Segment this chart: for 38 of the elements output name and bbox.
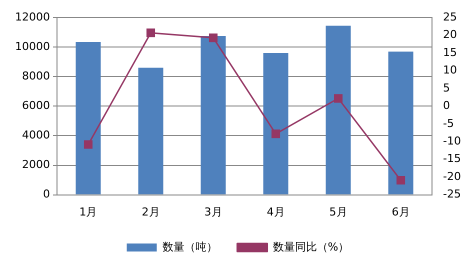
bar <box>200 36 226 194</box>
x-tick-label: 1月 <box>79 205 98 218</box>
x-tick-label: 4月 <box>266 205 285 218</box>
y-tick-label: 12000 <box>14 10 50 24</box>
legend-label: 数量同比（%） <box>272 240 350 254</box>
y2-tick-label: 25 <box>443 10 458 24</box>
point <box>396 176 406 185</box>
y2-tick-label: -15 <box>443 152 461 166</box>
y2-tick-label: -10 <box>443 134 461 148</box>
y2-tick-label: 0 <box>443 99 450 112</box>
y2-tick-label: 5 <box>443 81 450 94</box>
y-tick-label: 4000 <box>22 128 50 142</box>
y2-tick-label: -5 <box>443 116 454 130</box>
bar <box>76 42 101 194</box>
y2-tick-label: 15 <box>443 46 458 59</box>
bar <box>138 68 164 194</box>
point <box>208 34 218 42</box>
bar <box>388 52 414 194</box>
y-tick-label: 6000 <box>22 99 50 112</box>
point <box>271 130 280 138</box>
y-tick-label: 0 <box>42 188 50 201</box>
y-tick-label: 10000 <box>14 40 50 53</box>
bar <box>326 26 351 194</box>
y2-tick-label: -25 <box>443 188 461 201</box>
x-tick-label: 6月 <box>392 205 410 218</box>
y-tick-label: 8000 <box>22 70 50 83</box>
x-tick-label: 3月 <box>204 205 222 218</box>
point <box>84 140 93 149</box>
x-tick-label: 5月 <box>329 205 348 218</box>
y-tick-label: 2000 <box>22 158 50 172</box>
bar <box>263 53 288 194</box>
y2-tick-label: 20 <box>443 28 458 42</box>
point <box>146 28 156 38</box>
y2-tick-label: 10 <box>443 64 458 77</box>
x-tick-label: 2月 <box>142 205 160 218</box>
legend-label: 数量（吨） <box>162 240 218 254</box>
y2-tick-label: -20 <box>443 170 461 183</box>
point <box>334 94 343 103</box>
